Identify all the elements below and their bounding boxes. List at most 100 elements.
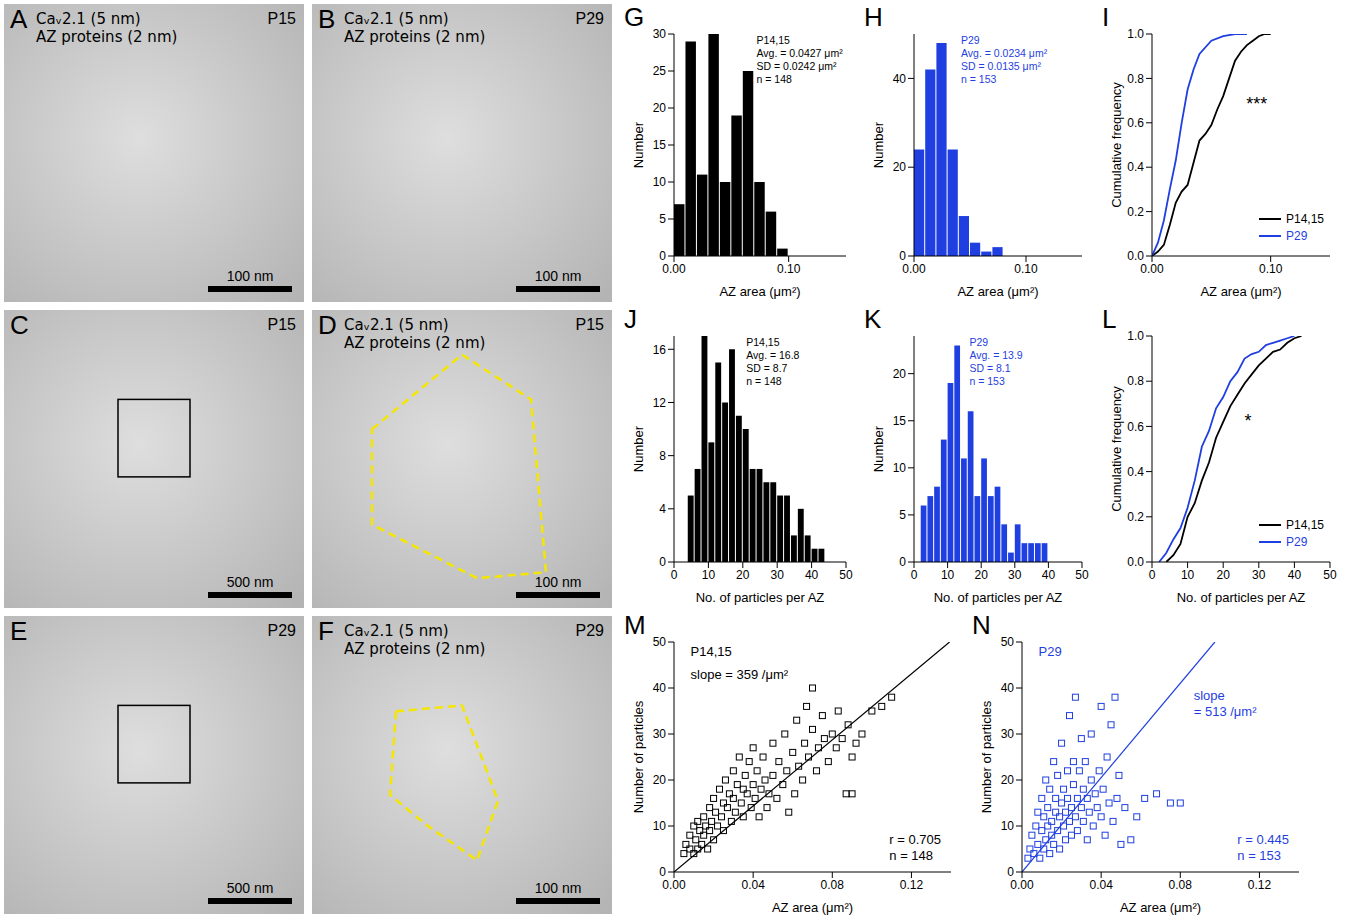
svg-text:5: 5 [899, 508, 906, 522]
svg-text:30: 30 [653, 27, 667, 41]
svg-text:10: 10 [941, 568, 955, 582]
svg-text:40: 40 [1042, 568, 1056, 582]
svg-text:10: 10 [1181, 568, 1195, 582]
svg-text:0.8: 0.8 [1127, 72, 1144, 86]
svg-text:0.12: 0.12 [1248, 878, 1272, 892]
svg-text:40: 40 [1288, 568, 1302, 582]
svg-text:10: 10 [653, 819, 667, 833]
svg-text:No. of particles per AZ: No. of particles per AZ [934, 590, 1063, 605]
svg-text:AZ area (μm²): AZ area (μm²) [719, 284, 800, 299]
html-text:C: C [10, 310, 29, 340]
svg-text:1.0: 1.0 [1127, 27, 1144, 41]
svg-text:0: 0 [1007, 865, 1014, 879]
svg-text:4: 4 [659, 502, 666, 516]
svg-text:50: 50 [653, 635, 667, 649]
svg-text:0.0: 0.0 [1127, 249, 1144, 263]
svg-text:30: 30 [1008, 568, 1022, 582]
svg-text:Number of particles: Number of particles [979, 700, 994, 813]
svg-text:AZ area (μm²): AZ area (μm²) [1200, 284, 1281, 299]
svg-text:0.00: 0.00 [662, 262, 686, 276]
svg-text:0.10: 0.10 [1259, 262, 1283, 276]
svg-text:50: 50 [1001, 635, 1015, 649]
svg-text:0.0: 0.0 [1127, 555, 1144, 569]
svg-text:0.08: 0.08 [1169, 878, 1193, 892]
svg-text:20: 20 [653, 773, 667, 787]
svg-text:15: 15 [893, 414, 907, 428]
svg-text:12: 12 [653, 396, 667, 410]
svg-text:50: 50 [1323, 568, 1337, 582]
svg-text:25: 25 [653, 64, 667, 78]
svg-text:0: 0 [899, 249, 906, 263]
svg-text:50: 50 [1075, 568, 1089, 582]
html-text:G: G [624, 2, 645, 32]
svg-text:Number: Number [871, 425, 886, 472]
svg-text:0: 0 [659, 865, 666, 879]
svg-text:30: 30 [771, 568, 785, 582]
svg-text:0: 0 [1149, 568, 1156, 582]
svg-text:0.00: 0.00 [662, 878, 686, 892]
svg-text:50: 50 [839, 568, 853, 582]
svg-text:Cumulative frequency: Cumulative frequency [1109, 82, 1124, 208]
svg-text:10: 10 [1001, 819, 1015, 833]
svg-text:30: 30 [1252, 568, 1266, 582]
svg-text:0: 0 [911, 568, 918, 582]
svg-text:20: 20 [975, 568, 989, 582]
svg-text:15: 15 [653, 138, 667, 152]
svg-text:20: 20 [893, 160, 907, 174]
svg-text:AZ area (μm²): AZ area (μm²) [1120, 900, 1201, 915]
svg-text:30: 30 [653, 727, 667, 741]
svg-text:10: 10 [653, 175, 667, 189]
svg-text:40: 40 [1001, 681, 1015, 695]
svg-text:40: 40 [653, 681, 667, 695]
html-text:B Caᵥ2.1 (5 nm): B Caᵥ2.1 (5 nm) [318, 4, 449, 34]
svg-text:0.8: 0.8 [1127, 374, 1144, 388]
svg-text:0.12: 0.12 [900, 878, 924, 892]
svg-text:10: 10 [702, 568, 716, 582]
svg-text:0.6: 0.6 [1127, 420, 1144, 434]
svg-text:0.04: 0.04 [741, 878, 765, 892]
html-text:A Caᵥ2.1 (5 nm): A Caᵥ2.1 (5 nm) [10, 4, 141, 34]
svg-text:1.0: 1.0 [1127, 329, 1144, 343]
svg-text:0.00: 0.00 [1010, 878, 1034, 892]
svg-text:40: 40 [805, 568, 819, 582]
svg-text:20: 20 [736, 568, 750, 582]
svg-text:0.10: 0.10 [777, 262, 801, 276]
svg-text:5: 5 [659, 212, 666, 226]
html-text:D Caᵥ2.1 (5 nm): D Caᵥ2.1 (5 nm) [318, 310, 449, 340]
svg-text:0: 0 [659, 555, 666, 569]
svg-text:Number of particles: Number of particles [631, 700, 646, 813]
svg-text:0.04: 0.04 [1089, 878, 1113, 892]
svg-text:0.00: 0.00 [1140, 262, 1164, 276]
svg-text:No. of particles per AZ: No. of particles per AZ [696, 590, 825, 605]
svg-text:0.6: 0.6 [1127, 116, 1144, 130]
svg-text:Number: Number [631, 425, 646, 472]
svg-text:20: 20 [1001, 773, 1015, 787]
svg-text:0: 0 [899, 555, 906, 569]
svg-text:0.10: 0.10 [1014, 262, 1038, 276]
svg-text:0.4: 0.4 [1127, 465, 1144, 479]
svg-text:40: 40 [893, 72, 907, 86]
svg-text:30: 30 [1001, 727, 1015, 741]
svg-text:Number: Number [631, 121, 646, 168]
svg-text:0: 0 [671, 568, 678, 582]
svg-text:20: 20 [893, 367, 907, 381]
svg-text:8: 8 [659, 449, 666, 463]
svg-text:Cumulative frequency: Cumulative frequency [1109, 386, 1124, 512]
svg-text:16: 16 [653, 343, 667, 357]
svg-text:0.2: 0.2 [1127, 205, 1144, 219]
svg-text:Number: Number [871, 121, 886, 168]
svg-text:0.08: 0.08 [821, 878, 845, 892]
svg-text:0.00: 0.00 [902, 262, 926, 276]
svg-text:10: 10 [893, 461, 907, 475]
svg-text:0.2: 0.2 [1127, 510, 1144, 524]
html-text:F Caᵥ2.1 (5 nm): F Caᵥ2.1 (5 nm) [318, 616, 449, 646]
svg-text:No. of particles per AZ: No. of particles per AZ [1177, 590, 1306, 605]
html-text:M: M [624, 610, 646, 640]
svg-text:20: 20 [653, 101, 667, 115]
svg-text:0: 0 [659, 249, 666, 263]
svg-text:AZ area (μm²): AZ area (μm²) [772, 900, 853, 915]
svg-text:20: 20 [1217, 568, 1231, 582]
svg-text:AZ area (μm²): AZ area (μm²) [957, 284, 1038, 299]
html-text:H: H [864, 2, 883, 32]
svg-text:0.4: 0.4 [1127, 160, 1144, 174]
